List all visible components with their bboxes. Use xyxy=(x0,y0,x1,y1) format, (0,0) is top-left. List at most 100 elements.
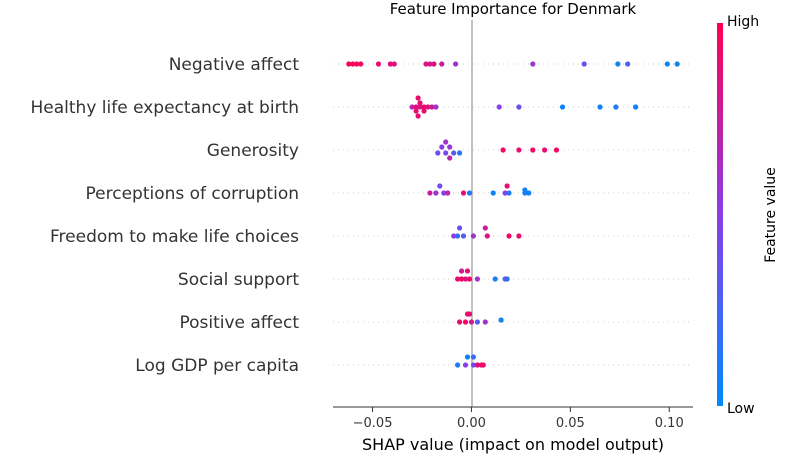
shap-point xyxy=(443,139,449,145)
shap-point xyxy=(447,144,453,150)
shap-point xyxy=(516,233,522,239)
colorbar-title: Feature value xyxy=(763,167,779,263)
shap-point xyxy=(409,104,415,110)
shap-point xyxy=(522,187,528,193)
feature-rows: Negative affect Healthy life expectancy a… xyxy=(31,55,693,376)
shap-point xyxy=(439,61,445,67)
shap-point xyxy=(470,233,476,239)
x-ticks: −0.05 0.00 0.05 0.10 xyxy=(353,407,684,431)
feature-label: Freedom to make life choices xyxy=(50,227,299,247)
shap-point xyxy=(559,104,566,110)
shap-point xyxy=(439,144,445,150)
shap-point xyxy=(425,104,431,110)
shap-point xyxy=(415,95,421,101)
shap-point xyxy=(354,61,360,67)
shap-point xyxy=(427,61,433,67)
shap-point xyxy=(437,183,443,189)
points-layer xyxy=(346,61,680,368)
x-tick-label: 0.05 xyxy=(556,416,585,431)
shap-point xyxy=(581,61,587,67)
shap-point xyxy=(502,276,508,282)
shap-point xyxy=(482,319,488,325)
shap-point xyxy=(498,317,504,323)
shap-point xyxy=(490,190,496,196)
shap-point xyxy=(447,155,453,161)
shap-point xyxy=(451,150,457,156)
feature-label: Social support xyxy=(178,270,299,290)
shap-point xyxy=(474,362,480,368)
shap-point xyxy=(664,61,670,67)
shap-point xyxy=(433,104,439,110)
shap-point xyxy=(464,354,471,360)
shap-point xyxy=(615,61,621,67)
shap-point xyxy=(441,190,447,196)
shap-point xyxy=(466,190,473,196)
shap-point xyxy=(526,190,532,196)
shap-point xyxy=(502,190,508,196)
shap-point xyxy=(462,362,469,368)
shap-point xyxy=(597,104,603,110)
shap-point xyxy=(445,190,451,196)
shap-point xyxy=(464,268,471,274)
shap-point xyxy=(468,319,475,325)
shap-point xyxy=(451,233,457,239)
shap-point xyxy=(466,276,473,282)
feature-label: Healthy life expectancy at birth xyxy=(31,98,300,118)
shap-point xyxy=(542,147,548,153)
shap-point xyxy=(427,190,433,196)
shap-point xyxy=(459,268,465,274)
shap-point xyxy=(417,100,423,106)
shap-point xyxy=(417,104,423,110)
x-tick-label: 0.10 xyxy=(655,416,684,431)
shap-point xyxy=(474,276,480,282)
shap-point xyxy=(466,311,473,317)
feature-label: Log GDP per capita xyxy=(135,356,299,376)
shap-point xyxy=(429,104,435,110)
shap-point xyxy=(421,104,427,110)
shap-point xyxy=(350,61,356,67)
shap-point xyxy=(553,147,560,153)
colorbar-high-label: High xyxy=(727,14,759,30)
shap-point xyxy=(358,61,364,67)
colorbar xyxy=(717,23,723,406)
shap-point xyxy=(433,190,439,196)
shap-point xyxy=(492,276,498,282)
shap-point xyxy=(613,104,619,110)
shap-point xyxy=(504,183,510,189)
shap-point xyxy=(500,147,506,153)
shap-point xyxy=(496,104,502,110)
colorbar-low-label: Low xyxy=(727,401,755,417)
x-tick-label: 0.00 xyxy=(457,416,486,431)
shap-point xyxy=(530,147,536,153)
shap-point xyxy=(413,108,419,114)
feature-label: Perceptions of corruption xyxy=(86,184,300,204)
shap-point xyxy=(415,113,421,119)
shap-point xyxy=(516,104,522,110)
shap-point xyxy=(457,150,463,156)
shap-point xyxy=(455,276,461,282)
shap-point xyxy=(387,61,393,67)
shap-point xyxy=(462,276,469,282)
x-axis-label: SHAP value (impact on model output) xyxy=(362,435,664,454)
chart-title: Feature Importance for Denmark xyxy=(390,0,637,18)
shap-point xyxy=(482,225,488,231)
shap-point xyxy=(455,362,461,368)
shap-point xyxy=(431,61,437,67)
shap-point xyxy=(516,147,522,153)
shap-point xyxy=(633,104,639,110)
shap-point xyxy=(470,362,476,368)
shap-point xyxy=(484,233,490,239)
shap-point xyxy=(453,61,459,67)
shap-point xyxy=(413,104,419,110)
shap-point xyxy=(457,225,463,231)
shap-point xyxy=(506,233,512,239)
shap-point xyxy=(375,61,382,67)
shap-point xyxy=(625,61,631,67)
shap-point xyxy=(474,319,480,325)
x-tick-label: −0.05 xyxy=(353,416,393,431)
feature-label: Negative affect xyxy=(169,55,300,75)
shap-point xyxy=(530,61,536,67)
shap-point xyxy=(460,233,467,239)
shap-point xyxy=(457,319,463,325)
